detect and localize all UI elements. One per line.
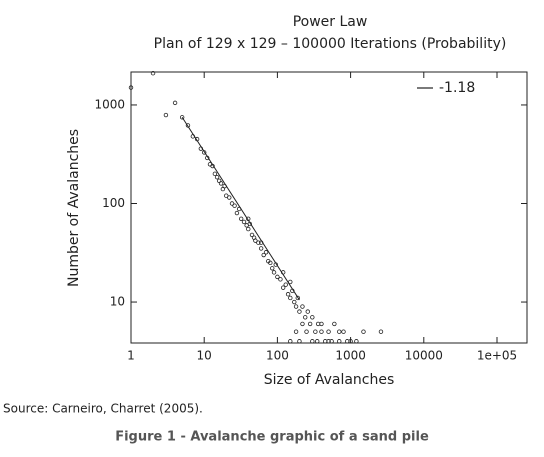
point: [304, 329, 309, 334]
x-tick-label: 1000: [335, 349, 366, 363]
point: [261, 252, 266, 258]
plot-frame: [130, 71, 528, 344]
point: [249, 232, 255, 238]
legend-label: -1.18: [439, 80, 475, 96]
point: [172, 100, 178, 106]
figure-caption: Figure 1 - Avalanche graphic of a sand p…: [115, 430, 429, 445]
point: [354, 339, 359, 344]
point: [313, 329, 318, 334]
point: [229, 201, 235, 206]
point: [297, 339, 302, 344]
point: [288, 279, 293, 285]
point: [163, 112, 169, 118]
point: [305, 309, 310, 314]
point: [263, 250, 269, 255]
point: [303, 315, 308, 320]
point: [232, 203, 237, 208]
y-tick-label: 1000: [94, 97, 125, 111]
point: [378, 329, 384, 334]
point: [212, 171, 218, 177]
point: [256, 240, 261, 245]
point: [201, 150, 207, 155]
point: [268, 260, 273, 266]
x-tick-label: 10000: [405, 349, 443, 363]
x-axis-label: Size of Avalanches: [264, 372, 395, 388]
point: [292, 299, 297, 305]
point: [271, 270, 277, 275]
point: [295, 295, 301, 301]
chart-title: Power Law: [293, 14, 368, 30]
source-note: Source: Carneiro, Charret (2005).: [3, 402, 203, 416]
point: [361, 329, 366, 334]
point: [293, 329, 299, 334]
point: [288, 295, 293, 301]
point: [332, 321, 337, 327]
point: [297, 309, 302, 314]
point: [329, 339, 334, 344]
point: [241, 219, 247, 225]
x-tick-label: 1: [127, 349, 135, 363]
point: [270, 266, 275, 271]
chart-subtitle: Plan of 129 x 129 – 100000 Iterations (P…: [154, 36, 507, 52]
point: [337, 339, 342, 344]
y-axis-label: Number of Avalanches: [66, 129, 82, 287]
point: [310, 339, 315, 344]
point: [310, 315, 315, 320]
point: [319, 321, 324, 327]
point: [293, 304, 299, 309]
point: [280, 285, 286, 290]
point: [348, 339, 353, 344]
point: [337, 329, 342, 334]
point: [326, 339, 331, 344]
point: [258, 246, 264, 251]
point: [128, 85, 134, 90]
point: [238, 216, 244, 221]
point: [288, 339, 293, 344]
y-tick-label: 100: [102, 196, 125, 210]
point: [218, 181, 224, 186]
fit-line: [181, 116, 300, 301]
y-tick-label: 10: [110, 295, 125, 309]
x-tick-label: 10: [197, 349, 212, 363]
point: [319, 329, 324, 334]
x-tick-label: 100: [266, 349, 289, 363]
point: [179, 115, 185, 120]
point: [300, 321, 305, 327]
point: [234, 210, 240, 216]
point: [246, 226, 251, 232]
point: [278, 277, 283, 282]
point: [227, 195, 232, 200]
point: [253, 238, 258, 243]
point: [283, 282, 288, 287]
x-tick-label: 1e+05: [477, 349, 517, 363]
point: [326, 329, 331, 334]
point: [275, 274, 280, 280]
point: [285, 292, 291, 297]
point: [341, 329, 346, 334]
point: [300, 304, 305, 309]
point: [214, 174, 220, 180]
point: [307, 321, 313, 327]
point: [315, 339, 320, 344]
point: [150, 71, 156, 76]
